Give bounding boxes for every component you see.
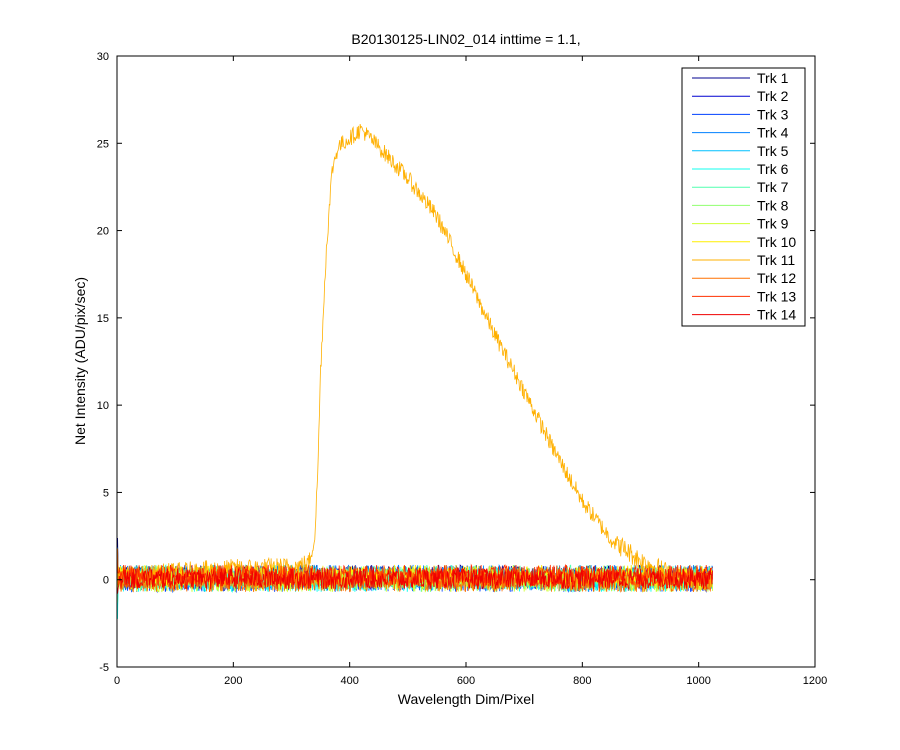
y-tick-label: 15 — [97, 313, 109, 325]
chart-title: B20130125-LIN02_014 inttime = 1.1, — [351, 31, 580, 47]
y-tick-label: 10 — [97, 400, 109, 412]
y-tick-label: 30 — [97, 51, 109, 63]
legend-label: Trk 8 — [757, 197, 789, 213]
legend-box — [681, 67, 806, 327]
y-axis-label: Net Intensity (ADU/pix/sec) — [72, 277, 88, 445]
x-tick-label: 400 — [340, 675, 358, 687]
legend-label: Trk 9 — [757, 216, 789, 232]
legend-label: Trk 5 — [757, 143, 789, 159]
legend-label: Trk 3 — [757, 106, 789, 122]
y-tick-label: 25 — [97, 138, 109, 150]
x-tick-label: 1200 — [803, 675, 827, 687]
legend-label: Trk 1 — [757, 70, 789, 86]
legend-label: Trk 2 — [757, 88, 789, 104]
x-tick-label: 200 — [224, 675, 242, 687]
series-line-trk-14 — [116, 566, 714, 594]
legend-label: Trk 4 — [757, 125, 789, 141]
y-tick-label: 0 — [103, 575, 109, 587]
legend-label: Trk 6 — [757, 161, 789, 177]
x-tick-label: 1000 — [686, 675, 710, 687]
y-tick-label: 20 — [97, 226, 109, 238]
legend-label: Trk 12 — [757, 270, 796, 286]
legend: Trk 1 Trk 2 Trk 3 Trk 4 Trk 5 Trk 6 Trk 7 Trk 8… — [681, 67, 806, 327]
legend-label: Trk 10 — [757, 234, 796, 250]
x-axis-label: Wavelength Dim/Pixel — [398, 691, 534, 707]
legend-label: Trk 7 — [757, 179, 789, 195]
x-tick-label: 600 — [457, 675, 475, 687]
axis-ticks: 0 200 400 600 800 1000 1200 -5 0 5 10 15 20 25 30 — [97, 51, 827, 687]
series-lines — [116, 123, 714, 619]
y-tick-label: 5 — [103, 487, 109, 499]
y-tick-label: -5 — [99, 662, 109, 674]
x-tick-label: 800 — [573, 675, 591, 687]
legend-label: Trk 13 — [757, 288, 796, 304]
legend-label: Trk 14 — [757, 307, 796, 323]
x-tick-label: 0 — [114, 675, 120, 687]
legend-label: Trk 11 — [757, 252, 795, 268]
